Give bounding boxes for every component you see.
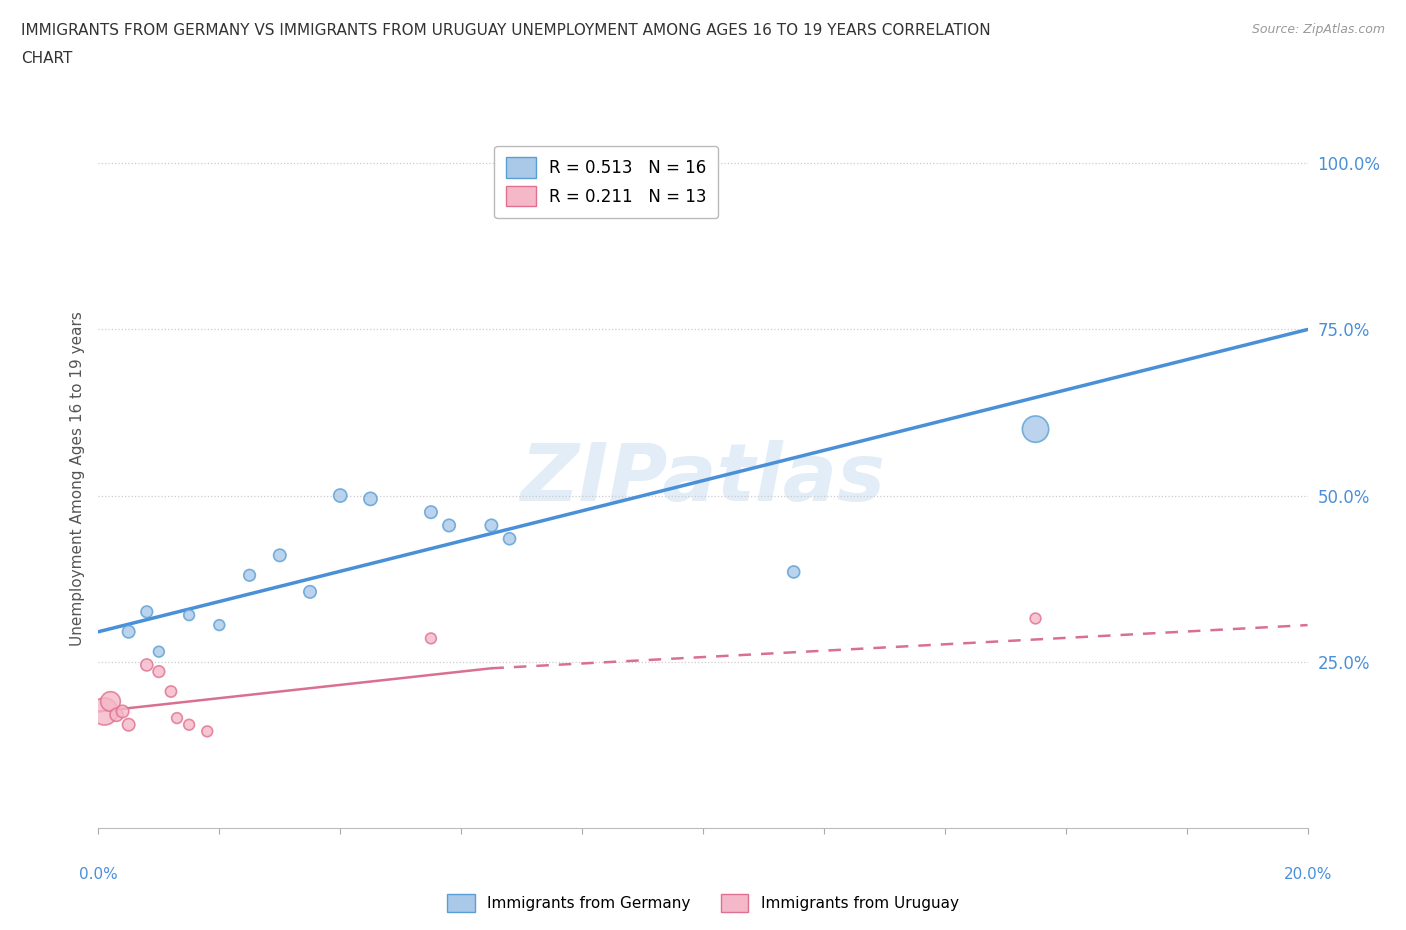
Point	[783, 565, 806, 579]
Point	[195, 724, 218, 738]
Point	[1024, 421, 1046, 436]
Point	[208, 618, 231, 632]
Point	[111, 704, 134, 719]
Point	[100, 694, 122, 709]
Text: 20.0%: 20.0%	[1284, 867, 1331, 882]
Point	[481, 518, 503, 533]
Point	[329, 488, 352, 503]
Text: Source: ZipAtlas.com: Source: ZipAtlas.com	[1251, 23, 1385, 36]
Point	[105, 708, 128, 723]
Point	[299, 584, 322, 599]
Point	[420, 505, 443, 520]
Point	[135, 604, 157, 619]
Point	[118, 624, 141, 639]
Y-axis label: Unemployment Among Ages 16 to 19 years: Unemployment Among Ages 16 to 19 years	[69, 312, 84, 646]
Point	[420, 631, 443, 645]
Point	[118, 717, 141, 732]
Point	[437, 518, 460, 533]
Point	[360, 491, 382, 506]
Point	[148, 644, 170, 659]
Text: 0.0%: 0.0%	[79, 867, 118, 882]
Point	[135, 658, 157, 672]
Point	[179, 717, 201, 732]
Point	[166, 711, 188, 725]
Point	[1024, 611, 1046, 626]
Point	[269, 548, 291, 563]
Text: IMMIGRANTS FROM GERMANY VS IMMIGRANTS FROM URUGUAY UNEMPLOYMENT AMONG AGES 16 TO: IMMIGRANTS FROM GERMANY VS IMMIGRANTS FR…	[21, 23, 991, 38]
Point	[179, 607, 201, 622]
Text: CHART: CHART	[21, 51, 73, 66]
Point	[160, 684, 183, 699]
Legend: R = 0.513   N = 16, R = 0.211   N = 13: R = 0.513 N = 16, R = 0.211 N = 13	[494, 145, 718, 218]
Legend: Immigrants from Germany, Immigrants from Uruguay: Immigrants from Germany, Immigrants from…	[441, 888, 965, 918]
Point	[498, 531, 520, 546]
Point	[239, 568, 262, 583]
Text: ZIPatlas: ZIPatlas	[520, 440, 886, 518]
Point	[93, 704, 115, 719]
Point	[148, 664, 170, 679]
